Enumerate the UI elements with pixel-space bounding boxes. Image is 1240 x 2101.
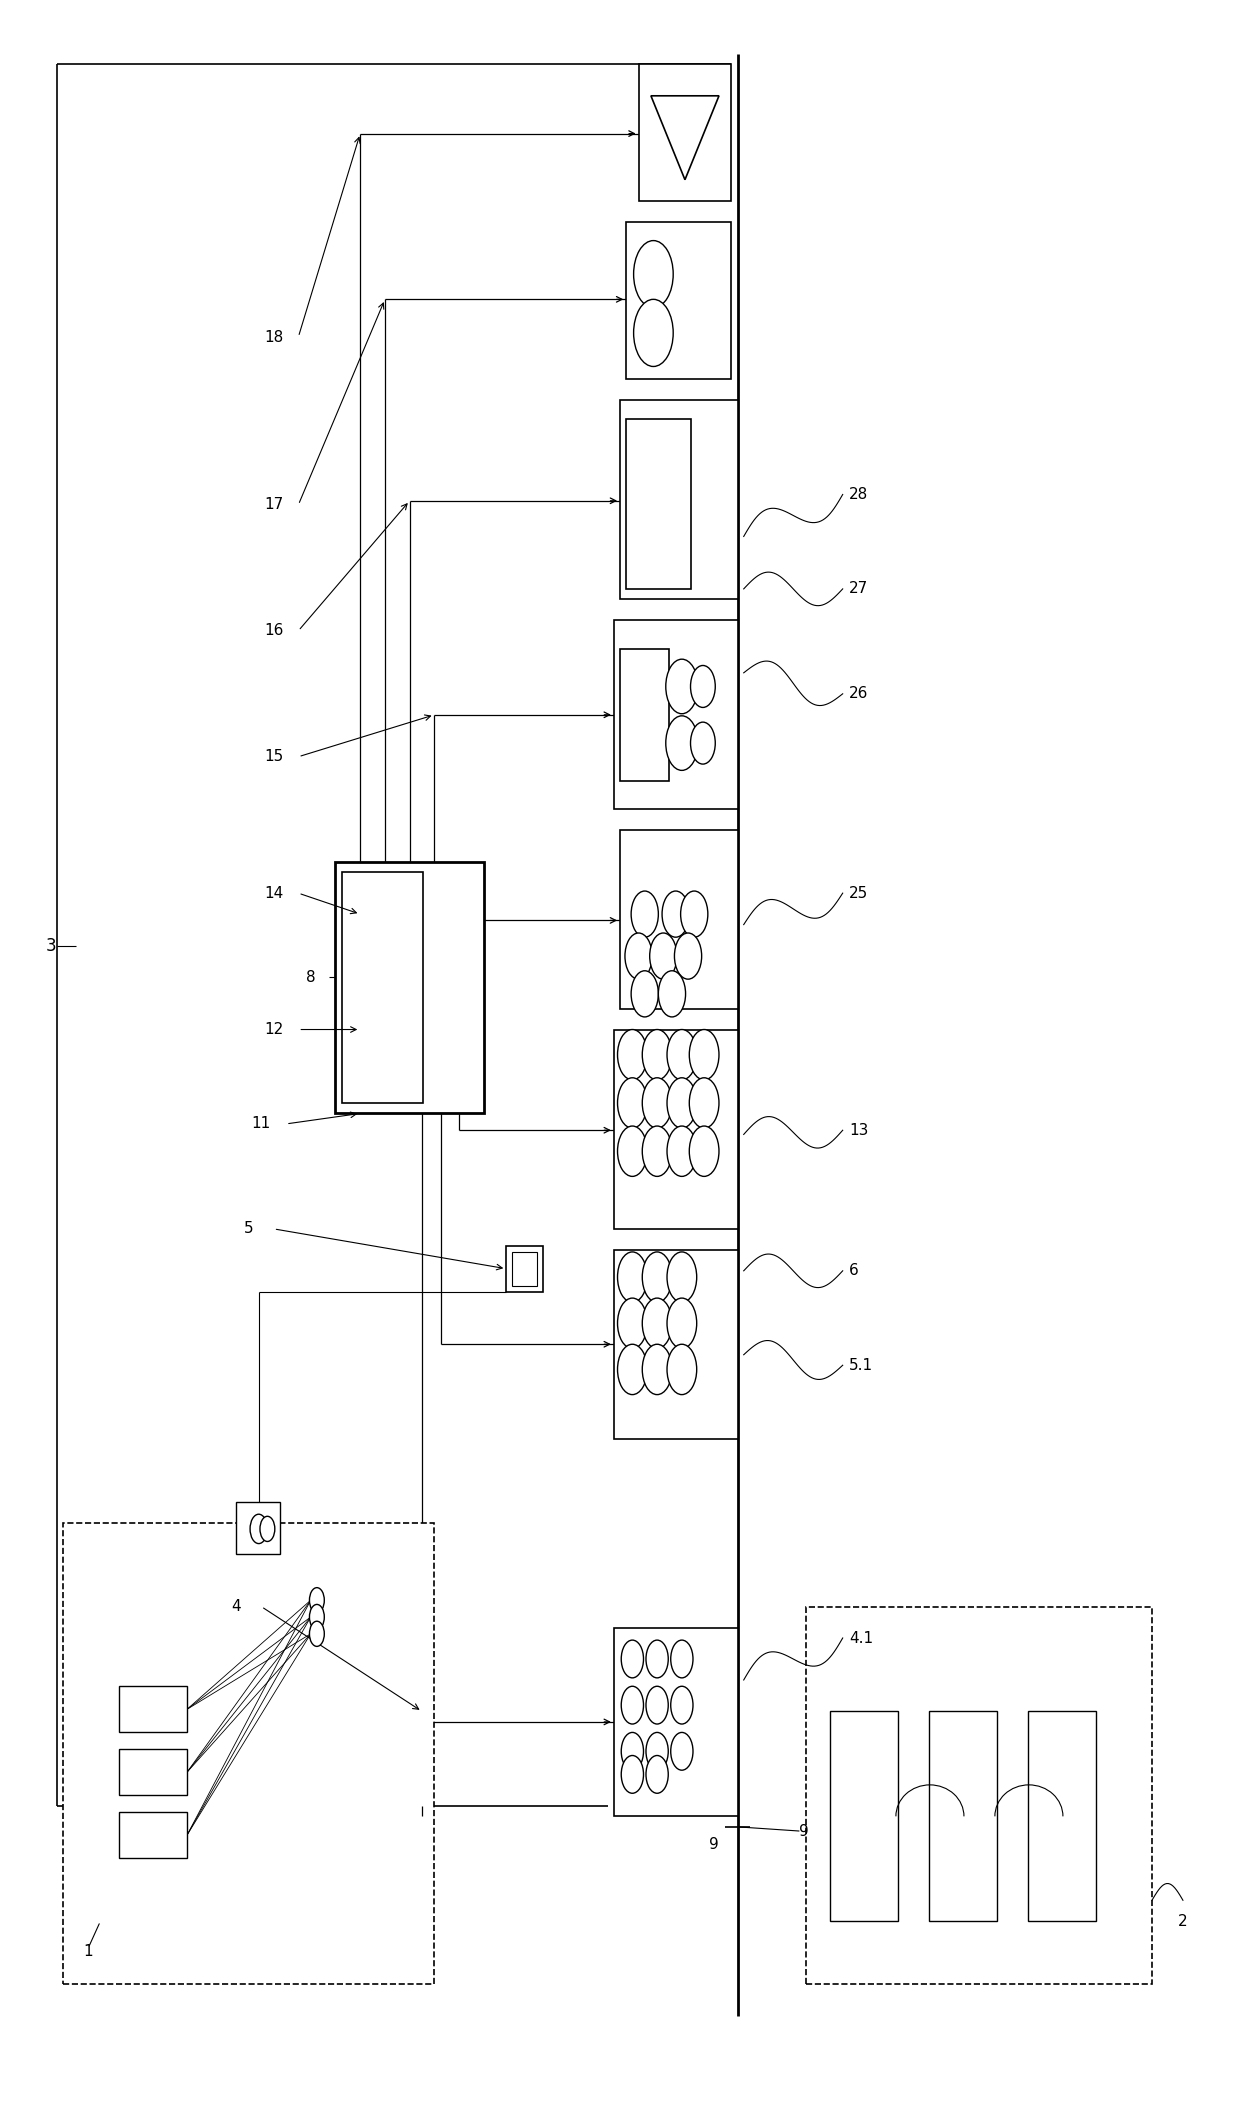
Circle shape: [667, 1029, 697, 1080]
Bar: [626, 223, 732, 378]
Circle shape: [666, 660, 698, 714]
Text: 9: 9: [709, 1838, 719, 1853]
Circle shape: [671, 1733, 693, 1771]
Circle shape: [691, 666, 715, 708]
Circle shape: [646, 1687, 668, 1725]
Circle shape: [642, 1345, 672, 1395]
Bar: [1028, 1712, 1096, 1920]
Circle shape: [667, 1252, 697, 1303]
Circle shape: [260, 1517, 275, 1542]
Text: 13: 13: [849, 1122, 868, 1139]
Circle shape: [689, 1029, 719, 1080]
Circle shape: [675, 933, 702, 979]
Circle shape: [691, 723, 715, 765]
Circle shape: [618, 1345, 647, 1395]
Circle shape: [634, 298, 673, 366]
Circle shape: [667, 1078, 697, 1128]
Bar: [336, 861, 484, 1114]
Circle shape: [621, 1687, 644, 1725]
Bar: [614, 1628, 738, 1817]
Text: 3: 3: [46, 937, 56, 954]
Circle shape: [662, 891, 689, 937]
Circle shape: [667, 1345, 697, 1395]
Circle shape: [618, 1252, 647, 1303]
Bar: [614, 1029, 738, 1229]
Circle shape: [310, 1605, 325, 1630]
Circle shape: [689, 1126, 719, 1177]
Circle shape: [667, 1126, 697, 1177]
Bar: [614, 620, 738, 809]
Circle shape: [618, 1126, 647, 1177]
Bar: [119, 1813, 187, 1857]
Circle shape: [625, 933, 652, 979]
Circle shape: [621, 1733, 644, 1771]
Text: 16: 16: [264, 624, 283, 639]
Circle shape: [642, 1029, 672, 1080]
Circle shape: [646, 1756, 668, 1794]
Circle shape: [618, 1078, 647, 1128]
Text: 1: 1: [83, 1943, 93, 1958]
Text: 12: 12: [264, 1021, 283, 1038]
Circle shape: [621, 1756, 644, 1794]
Circle shape: [671, 1641, 693, 1679]
Bar: [63, 1523, 434, 1983]
Circle shape: [250, 1515, 268, 1544]
Circle shape: [681, 891, 708, 937]
Bar: [626, 420, 691, 588]
Circle shape: [634, 242, 673, 307]
Bar: [512, 1252, 537, 1286]
Circle shape: [642, 1298, 672, 1349]
Circle shape: [646, 1733, 668, 1771]
Circle shape: [658, 971, 686, 1017]
Circle shape: [631, 971, 658, 1017]
Text: 15: 15: [264, 750, 283, 765]
Bar: [620, 399, 738, 599]
Text: 5: 5: [244, 1221, 254, 1235]
Bar: [831, 1712, 898, 1920]
Circle shape: [310, 1588, 325, 1614]
Bar: [620, 649, 670, 782]
Circle shape: [666, 716, 698, 771]
Text: 25: 25: [849, 887, 868, 901]
Text: 14: 14: [264, 887, 283, 901]
Circle shape: [646, 1641, 668, 1679]
Bar: [506, 1246, 543, 1292]
Circle shape: [642, 1252, 672, 1303]
Circle shape: [618, 1298, 647, 1349]
Bar: [119, 1687, 187, 1733]
Bar: [929, 1712, 997, 1920]
Text: 17: 17: [264, 498, 283, 513]
Circle shape: [650, 933, 677, 979]
Circle shape: [621, 1641, 644, 1679]
Bar: [119, 1750, 187, 1796]
Text: 4: 4: [232, 1599, 242, 1614]
Circle shape: [631, 891, 658, 937]
Bar: [639, 65, 732, 202]
Circle shape: [310, 1622, 325, 1647]
Circle shape: [667, 1298, 697, 1349]
Text: 2: 2: [1178, 1914, 1188, 1929]
Circle shape: [642, 1078, 672, 1128]
Bar: [342, 872, 423, 1103]
Text: 28: 28: [849, 487, 868, 502]
Bar: [614, 1250, 738, 1439]
Circle shape: [689, 1078, 719, 1128]
Bar: [806, 1607, 1152, 1983]
Text: 18: 18: [264, 330, 283, 345]
Circle shape: [642, 1126, 672, 1177]
Text: 5.1: 5.1: [849, 1357, 873, 1372]
Circle shape: [618, 1029, 647, 1080]
Text: 4.1: 4.1: [849, 1630, 873, 1645]
Text: 11: 11: [252, 1116, 270, 1132]
Text: 8: 8: [306, 969, 315, 985]
Text: 6: 6: [849, 1263, 858, 1277]
Circle shape: [671, 1687, 693, 1725]
Bar: [620, 830, 738, 1008]
Text: 9: 9: [800, 1824, 810, 1838]
Text: 26: 26: [849, 687, 868, 702]
Text: 27: 27: [849, 582, 868, 597]
Bar: [237, 1502, 280, 1555]
